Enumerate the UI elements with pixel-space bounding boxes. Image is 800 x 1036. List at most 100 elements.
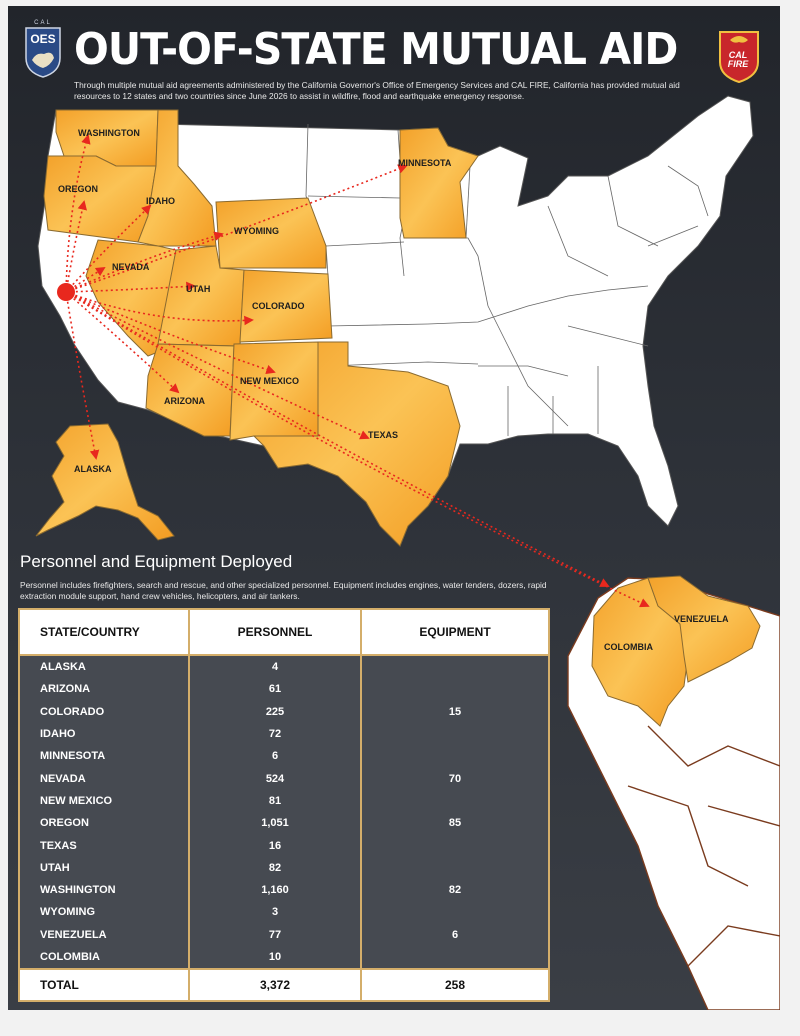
table-header: STATE/COUNTRY PERSONNEL EQUIPMENT [20,610,548,656]
map-label-colorado: COLORADO [252,301,305,311]
row-personnel: 524 [190,767,362,790]
table-row: COLORADO 225 15 [20,700,548,723]
row-personnel: 82 [190,856,362,879]
map-label-venezuela: VENEZUELA [674,614,729,624]
row-equipment [362,723,548,745]
row-state: UTAH [20,856,190,879]
row-personnel: 3 [190,901,362,924]
row-personnel: 77 [190,923,362,946]
map-label-new-mexico: NEW MEXICO [240,376,299,386]
state-minnesota [399,127,479,239]
table-row: UTAH 82 [20,856,548,879]
table-row: MINNESOTA 6 [20,745,548,768]
sa-borders [627,725,780,967]
row-personnel: 10 [190,945,362,969]
row-state: WASHINGTON [20,878,190,902]
col-header-personnel: PERSONNEL [190,610,362,654]
table-row: NEVADA 524 70 [20,767,548,790]
row-equipment [362,745,548,767]
row-equipment [362,678,548,700]
state-colorado [239,269,333,343]
map-label-alaska: ALASKA [74,464,112,474]
deployment-table: STATE/COUNTRY PERSONNEL EQUIPMENT ALASKA… [18,608,550,1003]
state-nevada [85,239,177,357]
mutual-aid-map: WASHINGTON OREGON IDAHO MINNESOTA WYOMIN… [35,95,780,1010]
row-equipment [362,834,548,856]
oes-logo: CAL OES [22,20,64,78]
table-total-row: TOTAL 3,372 258 [20,968,548,1001]
row-state: WYOMING [20,901,190,924]
country-venezuela [647,575,761,683]
table-row: ARIZONA 61 [20,678,548,701]
row-state: ARIZONA [20,678,190,701]
table-row: COLOMBIA 10 [20,945,548,969]
table-body: ALASKA 4 ARIZONA 61 COLORADO 225 15 IDAHO 72 MINN… [20,656,548,969]
row-state: IDAHO [20,722,190,746]
row-equipment: 82 [448,884,462,897]
total-personnel: 3,372 [190,970,362,1001]
map-label-texas: TEXAS [368,430,398,440]
aid-arrows [65,134,650,608]
total-equipment: 258 [444,978,466,993]
cal-fire-text-2: FIRE [727,59,749,69]
row-state: MINNESOTA [20,745,190,768]
row-equipment: 70 [448,772,462,785]
page-title: OUT-OF-STATE MUTUAL AID [74,24,678,75]
table-row: ALASKA 4 [20,656,548,679]
row-equipment [362,857,548,879]
row-state: NEW MEXICO [20,789,190,813]
table-row: WASHINGTON 1,160 82 [20,878,548,902]
map-label-idaho: IDAHO [146,196,175,206]
page-subtitle: Through multiple mutual aid agreements a… [74,80,680,101]
state-wyoming [215,197,327,269]
table-row: WYOMING 3 [20,901,548,924]
table-row: NEW MEXICO 81 [20,789,548,813]
row-personnel: 61 [190,678,362,701]
map-label-minnesota: MINNESOTA [398,158,452,168]
state-new-mexico [229,341,319,441]
map-label-utah: UTAH [186,284,210,294]
oes-logo-tag: CAL [34,20,52,26]
col-header-state: STATE/COUNTRY [20,610,190,654]
row-equipment: 6 [451,928,459,941]
section-title: Personnel and Equipment Deployed [20,552,293,571]
state-borders [305,123,709,436]
state-oregon [43,155,157,243]
oes-logo-text: OES [30,32,56,46]
state-arizona [145,343,235,437]
row-equipment [362,946,548,968]
state-texas [252,341,461,547]
map-label-oregon: OREGON [58,184,98,194]
table-row: TEXAS 16 [20,834,548,857]
row-state: ALASKA [20,656,190,679]
table-row: IDAHO 72 [20,722,548,746]
row-state: COLORADO [20,700,190,723]
row-equipment [362,901,548,923]
map-label-wyoming: WYOMING [234,226,279,236]
row-equipment: 15 [448,705,462,718]
row-equipment: 85 [448,817,462,830]
row-personnel: 1,051 [190,812,362,835]
row-personnel: 72 [190,722,362,746]
row-equipment [362,790,548,812]
row-personnel: 81 [190,789,362,813]
row-state: OREGON [20,812,190,835]
row-personnel: 225 [190,700,362,723]
row-state: NEVADA [20,767,190,790]
row-personnel: 1,160 [190,878,362,902]
col-header-equipment: EQUIPMENT [419,625,491,639]
row-personnel: 6 [190,745,362,768]
row-personnel: 16 [190,834,362,857]
table-row: OREGON 1,051 85 [20,812,548,835]
oes-seal-icon [25,27,61,78]
row-personnel: 4 [190,656,362,679]
state-alaska [35,423,175,541]
total-label: TOTAL [20,970,190,1001]
california-origin-marker [57,283,75,301]
cal-fire-logo: CAL FIRE [716,28,762,84]
map-label-nevada: NEVADA [112,262,150,272]
row-equipment [362,656,548,678]
map-label-colombia: COLOMBIA [604,642,653,652]
cal-fire-badge-icon [719,31,759,84]
poster: WASHINGTON OREGON IDAHO MINNESOTA WYOMIN… [8,6,780,1010]
